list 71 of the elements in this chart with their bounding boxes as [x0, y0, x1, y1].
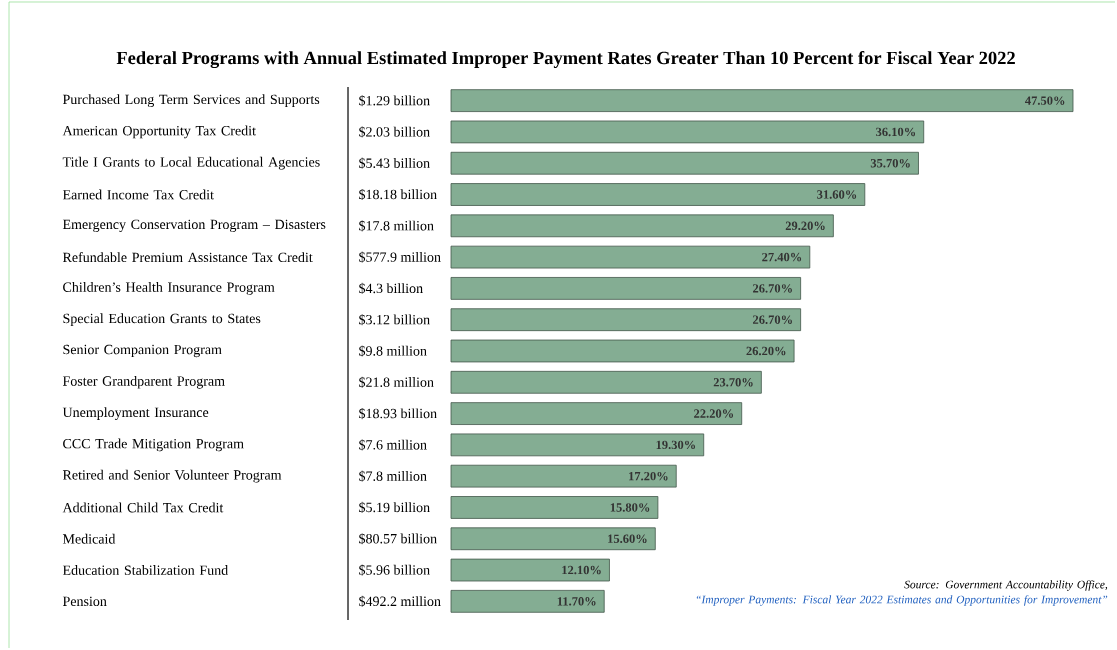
text: $17.8 million	[359, 220, 434, 232]
data-label: 17.20%	[629, 471, 668, 481]
data-label: 22.20%	[694, 409, 734, 418]
data-label: 31.60%	[817, 190, 857, 199]
data-label: 27.40%	[762, 252, 802, 262]
y-tick-label: Children’s Health Insurance Program	[63, 282, 275, 295]
text: $1.29 billion	[359, 95, 430, 107]
y-tick-label: Foster Grandparent Program	[62, 375, 225, 389]
data-label: 15.80%	[610, 503, 650, 512]
text: $9.8 million	[359, 345, 427, 357]
y-tick-label: CCC Trade Mitigation Program	[63, 438, 244, 452]
text: $5.43 billion	[359, 157, 430, 169]
text: $18.93 billion	[359, 407, 437, 420]
bar	[450, 151, 919, 175]
y-tick-label: Special Education Grants to States	[63, 313, 261, 327]
data-label: 26.20%	[746, 346, 786, 356]
bar	[450, 589, 605, 613]
y-tick-label: Earned Income Tax Credit	[62, 189, 214, 200]
text: $7.8 million	[359, 470, 427, 482]
bar	[450, 339, 795, 363]
bar	[450, 402, 743, 425]
y-tick-label: Refundable Premium Assistance Tax Credit	[62, 252, 313, 263]
data-label: 26.70%	[753, 284, 792, 293]
chart-title: Federal Programs with Annual Estimated Improper Payment Rates Greater Than 10 Percent for Fiscal Year 2022	[116, 50, 1015, 69]
y-tick-label: Purchased Long Term Services and Supports	[62, 94, 320, 107]
bar	[450, 496, 659, 519]
bar	[450, 433, 705, 457]
y-tick-label: Pension	[62, 596, 107, 607]
bar	[450, 214, 834, 238]
text: $492.2 million	[359, 595, 441, 607]
bar	[450, 308, 802, 332]
bar	[450, 464, 677, 488]
text: $577.9 million	[359, 251, 441, 263]
annotation: “Improper Payments: Fiscal Year 2022 Estimates and Opportunities for Improvement”	[696, 595, 1108, 606]
data-label: 26.70%	[753, 315, 792, 324]
data-label: 36.10%	[876, 127, 916, 137]
bar	[450, 183, 866, 206]
bar	[450, 558, 610, 582]
data-label: 11.70%	[557, 597, 596, 606]
text: $5.96 billion	[359, 564, 430, 576]
y-tick-label: Unemployment Insurance	[62, 407, 209, 420]
text: $7.6 million	[359, 439, 427, 451]
y-tick-label: Retired and Senior Volunteer Program	[62, 469, 282, 483]
bar	[450, 370, 762, 394]
y-tick-label: Additional Child Tax Credit	[62, 502, 224, 513]
text: $21.8 million	[359, 376, 434, 388]
text: $18.18 billion	[359, 188, 437, 201]
bar	[450, 245, 811, 269]
annotation: Source: Government Accountability Office,	[904, 580, 1108, 591]
text: $3.12 billion	[359, 314, 430, 326]
text: $4.3 billion	[359, 282, 423, 294]
data-label: 35.70%	[870, 158, 910, 168]
y-tick-label: American Opportunity Tax Credit	[62, 125, 256, 139]
bar	[450, 120, 925, 144]
y-tick-label: Title I Grants to Local Educational Agencies	[62, 156, 320, 170]
y-tick-label: Senior Companion Program	[63, 344, 222, 358]
y-tick-label: Medicaid	[62, 533, 116, 544]
bar	[450, 89, 1074, 112]
data-label: 47.50%	[1025, 96, 1065, 105]
text: $2.03 billion	[359, 126, 430, 138]
text: $80.57 billion	[359, 533, 437, 545]
bar	[450, 277, 802, 300]
y-tick-label: Education Stabilization Fund	[62, 565, 229, 575]
bar	[450, 527, 656, 551]
text: $5.19 billion	[359, 501, 430, 514]
data-label: 29.20%	[785, 221, 825, 231]
data-label: 23.70%	[713, 378, 753, 387]
y-tick-label: Emergency Conservation Program – Disasters	[62, 219, 326, 232]
data-label: 12.10%	[562, 565, 601, 575]
data-label: 15.60%	[608, 534, 647, 543]
data-label: 19.30%	[656, 440, 696, 450]
